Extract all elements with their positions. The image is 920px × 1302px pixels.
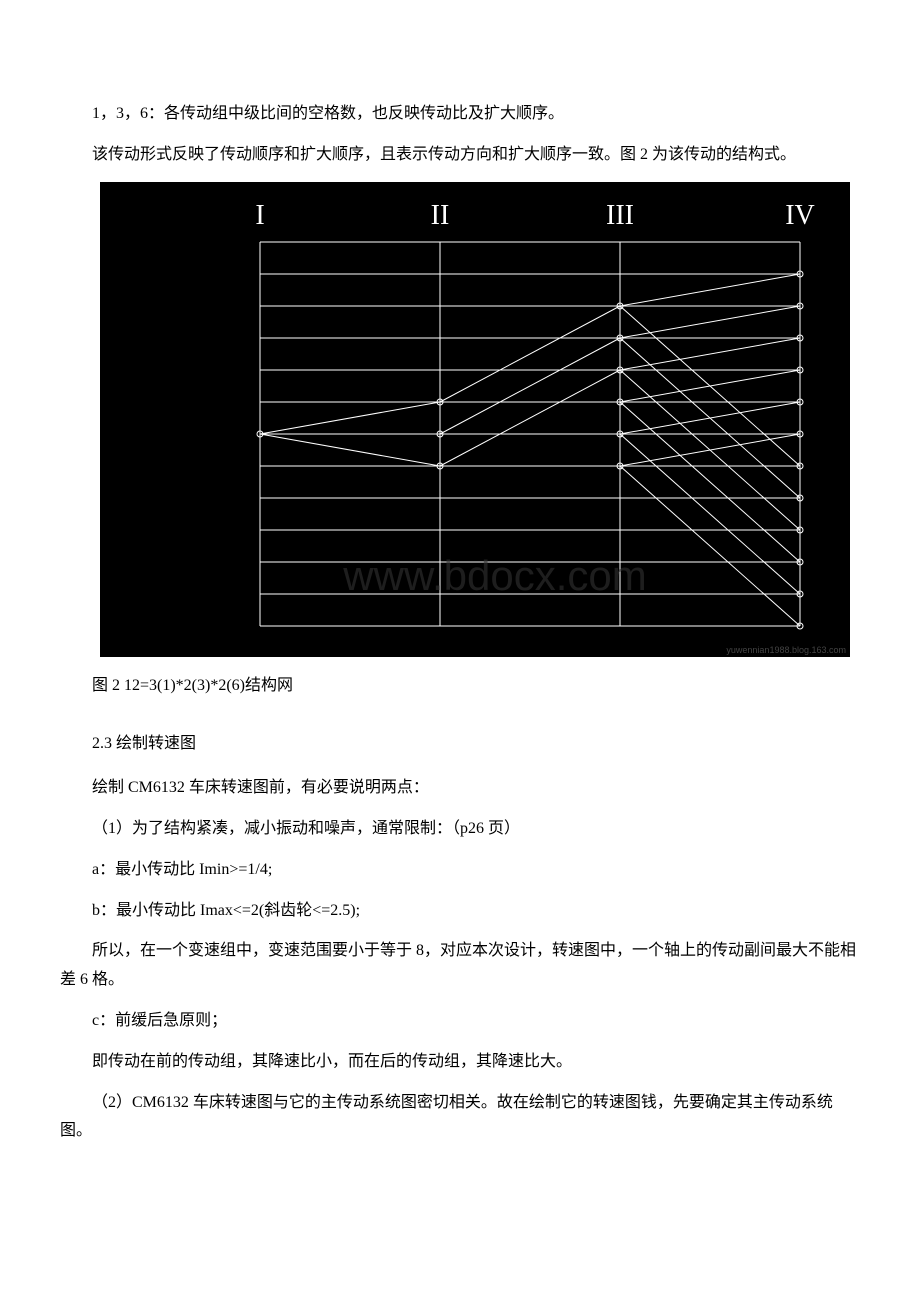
svg-text:www.bdocx.com: www.bdocx.com [342,552,646,599]
svg-text:yuwennian1988.blog.163.com: yuwennian1988.blog.163.com [726,645,846,655]
figure-caption: 图 2 12=3(1)*2(3)*2(6)结构网 [60,672,860,701]
paragraph-5: a：最小传动比 Imin>=1/4; [60,856,860,885]
paragraph-3: 绘制 CM6132 车床转速图前，有必要说明两点： [60,774,860,803]
paragraph-4: （1）为了结构紧凑，减小振动和噪声，通常限制：（p26 页） [60,815,860,844]
paragraph-10: （2）CM6132 车床转速图与它的主传动系统图密切相关。故在绘制它的转速图钱，… [60,1089,860,1147]
paragraph-8: c：前缓后急原则； [60,1007,860,1036]
svg-text:IV: IV [785,200,815,231]
svg-text:I: I [255,200,264,231]
figure-container: IIIIIIIVwww.bdocx.comyuwennian1988.blog.… [100,182,860,657]
paragraph-9: 即传动在前的传动组，其降速比小，而在后的传动组，其降速比大。 [60,1048,860,1077]
section-title: 2.3 绘制转速图 [60,730,860,759]
svg-text:II: II [431,200,450,231]
paragraph-2: 该传动形式反映了传动顺序和扩大顺序，且表示传动方向和扩大顺序一致。图 2 为该传… [60,141,860,170]
paragraph-1: 1，3，6：各传动组中级比间的空格数，也反映传动比及扩大顺序。 [60,100,860,129]
paragraph-6: b：最小传动比 Imax<=2(斜齿轮<=2.5); [60,897,860,926]
structure-diagram: IIIIIIIVwww.bdocx.comyuwennian1988.blog.… [100,182,850,657]
paragraph-7: 所以，在一个变速组中，变速范围要小于等于 8，对应本次设计，转速图中，一个轴上的… [60,937,860,995]
svg-text:III: III [606,200,634,231]
